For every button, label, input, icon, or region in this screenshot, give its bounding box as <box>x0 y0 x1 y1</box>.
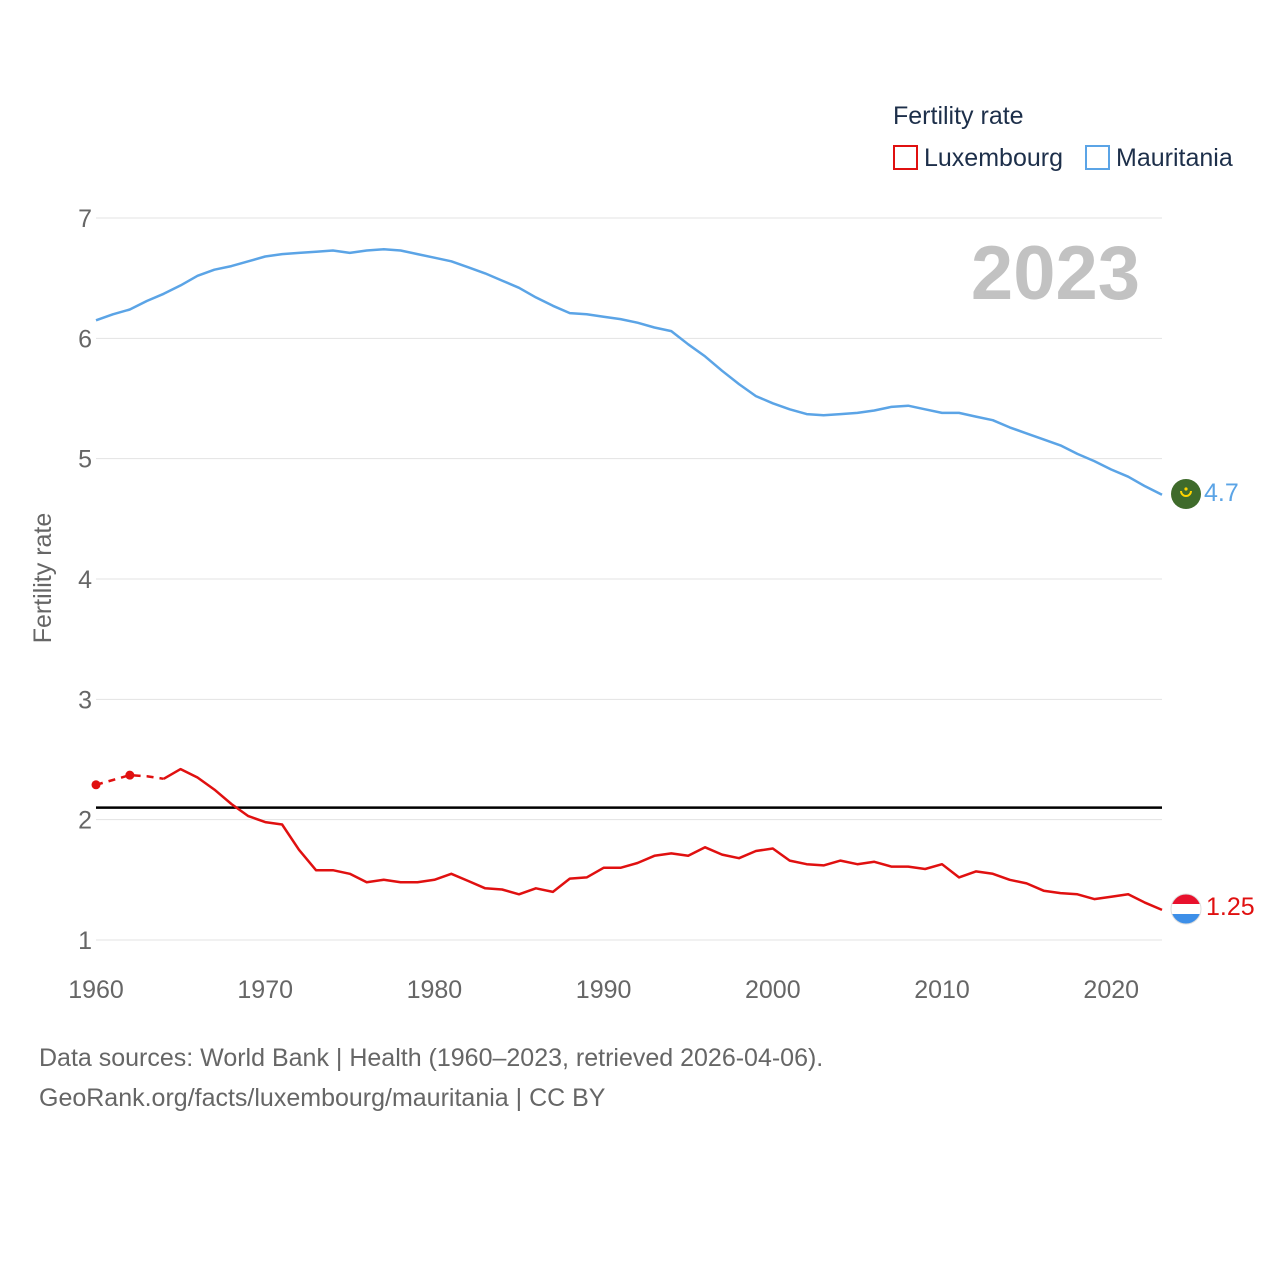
x-tick-label-1980: 1980 <box>407 976 463 1004</box>
y-tick-label-2: 2 <box>78 807 92 835</box>
legend-item-luxembourg[interactable]: Luxembourg <box>893 144 1063 172</box>
fertility-chart: 1 2 3 4 5 6 7 1960 1970 1980 1990 2000 2010 2020 Fert… <box>29 102 1255 1004</box>
x-tick-label-2000: 2000 <box>745 976 801 1004</box>
luxembourg-flag-icon <box>1170 893 1202 925</box>
legend-label-luxembourg: Luxembourg <box>924 144 1063 172</box>
y-tick-label-3: 3 <box>78 686 92 714</box>
series-line-luxembourg <box>163 767 1163 912</box>
data-point-luxembourg-1962 <box>125 770 135 780</box>
mauritania-flag-icon <box>1171 479 1201 509</box>
legend-item-mauritania[interactable]: Mauritania <box>1085 144 1233 172</box>
y-tick-label-1: 1 <box>78 927 92 955</box>
y-tick-label-4: 4 <box>78 566 92 594</box>
y-tick-label-7: 7 <box>78 205 92 233</box>
legend-label-mauritania: Mauritania <box>1116 144 1233 172</box>
x-tick-label-1990: 1990 <box>576 976 632 1004</box>
end-label-mauritania: 4.7 <box>1204 479 1239 507</box>
series-line-mauritania <box>95 248 1163 496</box>
y-axis-label: Fertility rate <box>29 513 57 644</box>
legend-swatch-luxembourg <box>893 145 918 170</box>
y-tick-label-5: 5 <box>78 446 92 474</box>
x-tick-label-2020: 2020 <box>1083 976 1139 1004</box>
series-line-dashed-luxembourg <box>95 773 164 787</box>
grid-lines <box>96 217 1162 941</box>
series-lines <box>91 248 1163 912</box>
data-point-luxembourg-1960 <box>91 780 101 790</box>
legend-swatch-mauritania <box>1085 145 1110 170</box>
x-tick-label-1970: 1970 <box>237 976 293 1004</box>
y-tick-label-6: 6 <box>78 325 92 353</box>
year-label: 2023 <box>971 231 1140 316</box>
x-tick-label-2010: 2010 <box>914 976 970 1004</box>
legend: Fertility rate Luxembourg Mauritania <box>893 102 1233 172</box>
legend-title: Fertility rate <box>893 102 1024 130</box>
footer-sources: Data sources: World Bank | Health (1960–… <box>39 1044 824 1072</box>
end-label-luxembourg: 1.25 <box>1206 893 1255 921</box>
x-tick-label-1960: 1960 <box>68 976 124 1004</box>
footer-link[interactable]: GeoRank.org/facts/luxembourg/mauritania … <box>39 1084 606 1112</box>
axis-ticks: 1 2 3 4 5 6 7 1960 1970 1980 1990 2000 2010 2020 <box>68 205 1139 1004</box>
